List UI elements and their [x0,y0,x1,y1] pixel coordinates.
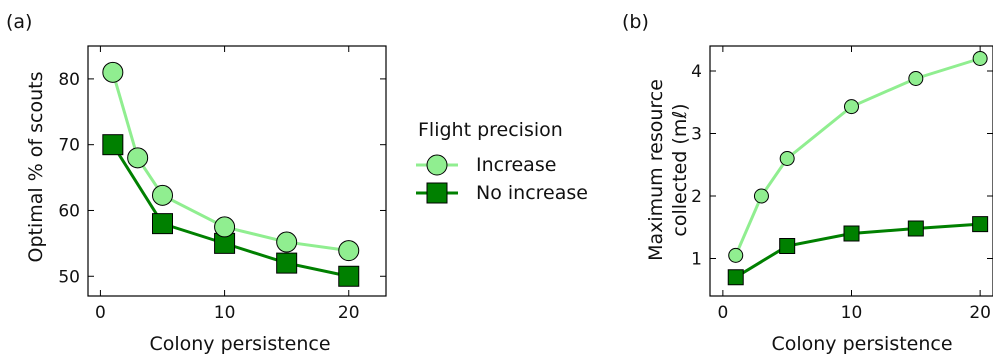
panel-b-point-increase [753,188,769,204]
panel-b-ylabel-line2: collected (mℓ) [669,103,691,236]
panel-a-axes-frame [87,45,387,297]
panel-a-point-increase [338,240,360,262]
panel-a-label: (a) [6,11,32,33]
panel-b-series-line-increase [734,57,981,256]
panel-b-point-increase [779,151,795,166]
panel-b-point-no-increase [779,238,796,254]
panel-b-ytick-label: 1 [691,250,702,270]
panel-a-point-increase [276,231,298,253]
panel-a-ytick-label: 70 [58,136,80,156]
panel-b-label: (b) [622,11,649,33]
panel-b-ylabel-line1: Maximum resource [645,79,667,261]
panel-b-xtick-label: 20 [969,303,991,323]
panel-a-point-no-increase [276,252,298,274]
panel-b-ytick-label: 3 [691,125,702,145]
panel-a-xtick-label: 10 [214,303,236,323]
panel-a-point-no-increase [338,265,360,287]
panel-b-point-increase [728,247,744,263]
panel-a-ylabel: Optimal % of scouts [25,71,47,262]
panel-a-point-increase [152,184,173,206]
panel-a-series-line-no-increase [111,143,350,278]
legend-label-no-increase: No increase [476,182,588,204]
legend-label-increase: Increase [476,154,556,176]
panel-a-xtick-label: 20 [338,303,360,323]
panel-b-point-no-increase [727,269,744,286]
panel-b-point-no-increase [907,220,924,237]
panel-b: (b) 0 10 20 1 2 3 4 Colony persistence Maximum… [622,11,993,354]
panel-b-xtick-label: 0 [717,303,728,323]
legend-marker-no-increase [426,182,448,204]
panel-b-point-no-increase [843,225,860,242]
panel-b-ytick-label: 4 [691,62,702,82]
panel-a-point-increase [127,147,149,169]
panel-b-point-increase [972,51,988,66]
panel-b-xtick-label: 10 [841,303,863,323]
panel-a-point-increase [102,61,124,83]
panel-b-point-no-increase [972,216,989,233]
panel-a-point-no-increase [102,134,124,156]
panel-b-xlabel: Colony persistence [771,333,952,354]
panel-a-ytick-label: 60 [58,201,80,221]
legend-marker-increase [426,154,448,176]
panel-b-point-increase [844,99,859,115]
panel-a-point-increase [214,216,236,238]
panel-b-axes-frame [709,45,993,297]
panel-a-ytick-label: 50 [58,267,80,287]
panel-a-xtick-label: 0 [95,303,106,323]
panel-a-point-no-increase [152,213,173,235]
panel-a: (a) 0 10 20 50 60 70 80 Colony persistence Opt… [6,11,387,354]
legend-title: Flight precision [418,119,563,141]
panel-b-ytick-label: 2 [691,187,702,207]
panel-a-xlabel: Colony persistence [149,333,330,354]
legend: Flight precision Increase No increase [416,119,588,204]
panel-a-ytick-label: 80 [58,70,80,90]
panel-b-point-increase [908,71,924,86]
